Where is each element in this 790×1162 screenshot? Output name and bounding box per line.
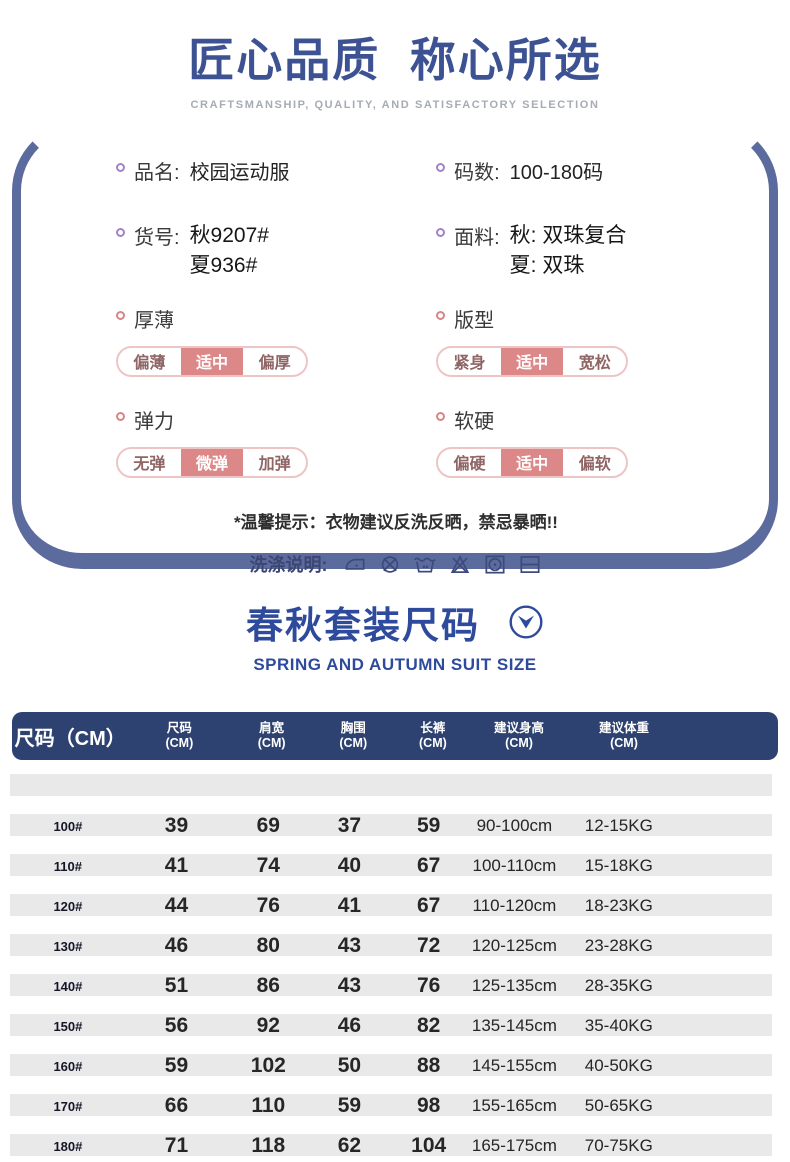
item-no-autumn: 秋9207# <box>189 224 269 247</box>
washing-label: 洗涤说明: <box>249 554 328 575</box>
bullet-icon <box>116 163 125 172</box>
scale-option: 宽松 <box>578 355 611 373</box>
table-row: 100# 39 69 37 59 90-100cm 12-15KG <box>0 814 790 854</box>
scale-option: 偏厚 <box>258 355 291 373</box>
field-label: 面料: <box>454 227 500 249</box>
scale-option: 偏硬 <box>453 456 486 474</box>
fit-scale: 紧身 适中 宽松 <box>436 345 629 377</box>
field-size-range: 码数: 100-180码 <box>436 156 741 185</box>
table-row: 180# 71 118 62 104 165-175cm 70-75KG <box>0 1134 790 1162</box>
attribute-thickness: 厚薄 偏薄 适中 偏厚 <box>116 304 436 377</box>
field-label: 码数: <box>454 162 500 184</box>
page-subtitle: CRAFTSMANSHIP, QUALITY, AND SATISFACTORY… <box>190 99 600 111</box>
dry-flat-icon <box>519 555 540 573</box>
no-dry-clean-icon <box>381 556 398 573</box>
field-product-name: 品名: 校园运动服 <box>116 156 436 185</box>
column-header-height: 建议身高 (CM) <box>494 721 545 750</box>
column-header-weight: 建议体重 (CM) <box>598 721 649 750</box>
table-row: 110# 41 74 40 67 100-110cm 15-18KG <box>0 854 790 894</box>
table-row: 160# 59 102 50 88 145-155cm 40-50KG <box>0 1054 790 1094</box>
hero-section: 匠心品质 称心所选 CRAFTSMANSHIP, QUALITY, AND SA… <box>0 0 790 111</box>
attribute-label: 版型 <box>454 309 495 332</box>
page-title: 匠心品质 称心所选 <box>188 34 602 86</box>
fabric-summer: 夏: 双珠 <box>509 254 585 278</box>
bullet-icon <box>116 411 125 421</box>
softness-scale: 偏硬 适中 偏软 <box>436 446 629 478</box>
field-value: 校园运动服 <box>189 162 290 184</box>
attribute-softness: 软硬 偏硬 适中 偏软 <box>436 405 741 478</box>
table-row: 140# 51 86 43 76 125-135cm 28-35KG <box>0 974 790 1014</box>
table-row: 170# 66 110 59 98 155-165cm 50-65KG <box>0 1094 790 1134</box>
table-row: 150# 56 92 46 82 135-145cm 35-40KG <box>0 1014 790 1054</box>
table-corner-label: 尺码（CM） <box>14 727 126 750</box>
scale-option: 无弹 <box>133 456 166 474</box>
field-label: 货号: <box>134 227 180 249</box>
size-section-subtitle: SPRING AND AUTUMN SUIT SIZE <box>253 655 537 674</box>
hand-wash-tub-icon <box>413 557 436 573</box>
column-header-size: 尺码 (CM) <box>165 721 194 750</box>
scale-option: 偏薄 <box>133 355 166 373</box>
size-section-header: 春秋套装尺码 <box>0 595 790 649</box>
bullet-icon <box>116 228 125 237</box>
fabric-autumn: 秋: 双珠复合 <box>509 224 627 247</box>
iron-icon <box>344 558 365 570</box>
washing-instructions: 洗涤说明: <box>51 551 741 577</box>
size-section-title: 春秋套装尺码 <box>246 605 480 646</box>
table-row: 120# 44 76 41 67 110-120cm 18-23KG <box>0 894 790 934</box>
elasticity-scale: 无弹 微弹 加弹 <box>116 446 308 478</box>
scale-option-selected: 适中 <box>500 448 564 476</box>
spacer-row <box>0 774 790 814</box>
tumble-dry-icon <box>484 555 505 574</box>
scale-option: 偏软 <box>578 456 611 474</box>
scale-option: 加弹 <box>258 456 291 474</box>
size-table-body: 100# 39 69 37 59 90-100cm 12-15KG 110# 4… <box>0 774 790 1162</box>
thickness-scale: 偏薄 适中 偏厚 <box>116 345 308 377</box>
column-header-shoulder: 肩宽 (CM) <box>257 721 286 750</box>
table-row: 130# 46 80 43 72 120-125cm 23-28KG <box>0 934 790 974</box>
bullet-icon <box>436 411 446 421</box>
field-label: 品名: <box>134 162 180 184</box>
scale-option-selected: 微弹 <box>180 448 244 476</box>
scale-option-selected: 适中 <box>180 347 244 375</box>
size-table-header: 尺码（CM） 尺码 (CM) 肩宽 (CM) 胸围 (CM) 长裤 (CM) 建议身高(… <box>12 712 778 760</box>
attribute-label: 厚薄 <box>134 309 174 332</box>
attribute-label: 弹力 <box>134 410 174 433</box>
bullet-icon <box>436 310 446 320</box>
attribute-elasticity: 弹力 无弹 微弹 加弹 <box>116 405 436 478</box>
bullet-icon <box>436 228 446 237</box>
attribute-fit: 版型 紧身 适中 宽松 <box>436 304 741 377</box>
care-tip-text: *温馨提示：衣物建议反洗反晒，禁忌暴晒!! <box>234 512 558 532</box>
column-header-chest: 胸围 (CM) <box>339 721 368 750</box>
item-no-summer: 夏936# <box>189 254 258 278</box>
attribute-label: 软硬 <box>454 410 495 433</box>
product-info-card: 品名: 校园运动服 码数: 100-180码 货号: 秋9207# 夏936# … <box>12 121 778 575</box>
bullet-icon <box>436 163 446 172</box>
no-bleach-icon <box>450 554 469 574</box>
bullet-icon <box>116 310 125 320</box>
field-item-number: 货号: 秋9207# 夏936# <box>116 221 436 282</box>
chevron-down-circle-icon <box>509 605 543 639</box>
scale-option-selected: 适中 <box>500 347 564 375</box>
field-fabric: 面料: 秋: 双珠复合 夏: 双珠 <box>436 221 741 282</box>
scale-option: 紧身 <box>453 355 486 373</box>
field-value: 100-180码 <box>509 162 604 184</box>
column-header-pants: 长裤 (CM) <box>419 721 447 750</box>
